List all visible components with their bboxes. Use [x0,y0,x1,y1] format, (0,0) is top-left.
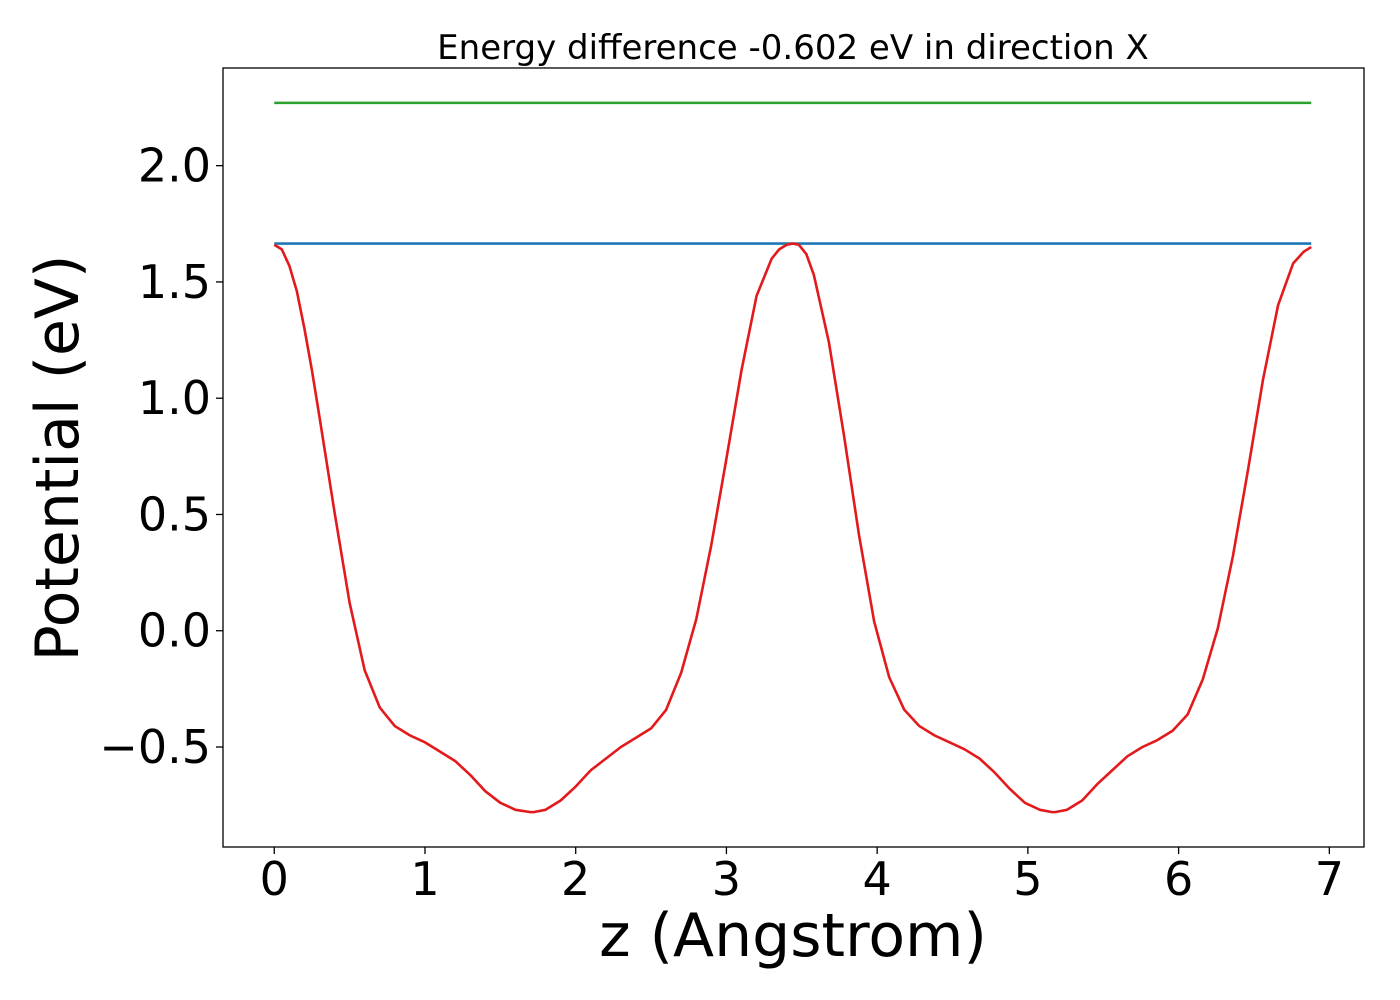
x-tick-label: 6 [1164,852,1193,906]
x-axis-label: z (Angstrom) [599,901,987,971]
y-tick-label: 1.5 [138,255,211,309]
y-tick-label: −0.5 [99,720,211,774]
plot-frame [222,67,1365,848]
y-tick-label: 0.0 [138,604,211,658]
chart-title: Energy difference -0.602 eV in direction… [437,28,1149,68]
x-tick-label: 3 [712,852,741,906]
y-tick-label: 0.5 [138,487,211,541]
x-tick-label: 5 [1013,852,1042,906]
y-axis-label: Potential (eV) [23,255,93,662]
y-tick-label: 1.0 [138,371,211,425]
y-tick-label: 2.0 [138,139,211,193]
x-tick-label: 7 [1315,852,1344,906]
x-tick-label: 4 [863,852,892,906]
series-line-2 [273,242,1312,814]
x-tick-label: 1 [410,852,439,906]
x-tick-label: 0 [260,852,289,906]
x-axis: 0 1 2 3 4 5 6 7 [260,847,1344,906]
x-tick-label: 2 [561,852,590,906]
y-axis: −0.5 0.0 0.5 1.0 1.5 2.0 [99,139,223,774]
series-layer [273,101,1312,814]
